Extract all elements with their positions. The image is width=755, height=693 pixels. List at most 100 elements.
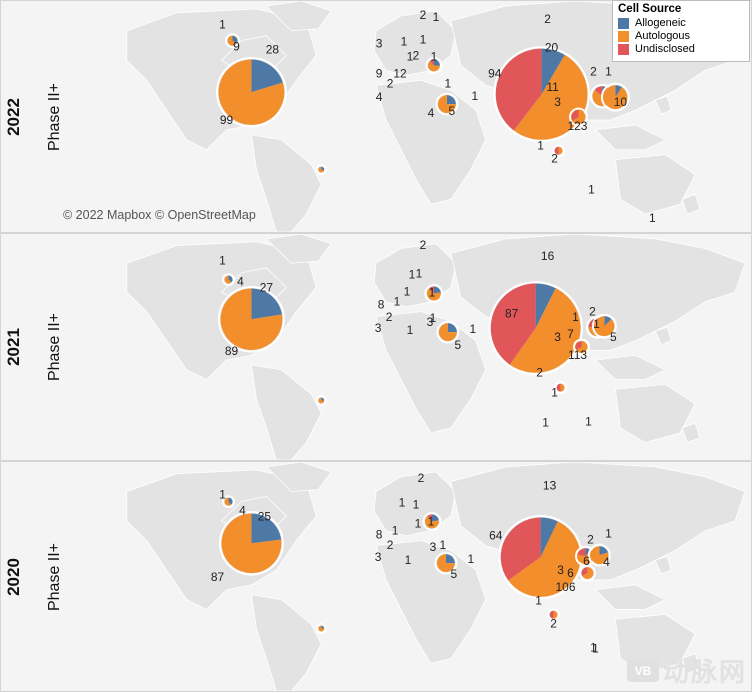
region-pie[interactable] [600, 82, 630, 112]
pie-slice[interactable] [447, 323, 457, 333]
region-pie[interactable] [219, 511, 284, 576]
region-pie[interactable] [425, 57, 443, 74]
pie-slice[interactable] [424, 516, 439, 529]
count-label: 1 [219, 488, 226, 502]
pie-slice[interactable] [582, 567, 594, 579]
region-pie[interactable] [435, 92, 459, 116]
pie-slice[interactable] [318, 166, 324, 173]
region-pie[interactable] [222, 273, 235, 287]
pie-slice[interactable] [572, 110, 586, 124]
pie-slice[interactable] [228, 497, 233, 505]
pie-slice[interactable] [224, 275, 232, 284]
pie-slice[interactable] [228, 275, 233, 283]
count-label: 2 [418, 471, 425, 485]
region-pie[interactable] [315, 395, 327, 406]
pie-slice[interactable] [603, 85, 628, 110]
region-pie[interactable] [434, 551, 458, 575]
count-label: 1 [535, 594, 542, 608]
pie-slice[interactable] [426, 288, 441, 301]
pie-slice[interactable] [556, 383, 561, 392]
pie-slice[interactable] [590, 546, 609, 565]
pie-slice[interactable] [541, 48, 565, 95]
pie-slice[interactable] [227, 35, 237, 46]
region-pie[interactable] [498, 515, 583, 600]
pie-slice[interactable] [437, 95, 456, 114]
pie-slice[interactable] [500, 517, 541, 581]
region-pie[interactable] [493, 46, 590, 143]
pie-slice[interactable] [509, 288, 581, 373]
count-label: 1 [605, 64, 612, 78]
pie-slice[interactable] [427, 61, 440, 72]
pie-slice[interactable] [429, 286, 434, 294]
pie-slice[interactable] [513, 54, 588, 140]
region-pie[interactable] [569, 107, 588, 127]
pie-slice[interactable] [599, 546, 608, 556]
world-map[interactable]: 1 4 25 87 2 1 1 1 8 1 2 1 3 1 3 1 5 1 13 64 3 6 106 2 1 6 4 1 2 1 1 [57, 462, 751, 691]
region-pie[interactable] [591, 313, 617, 339]
pie-slice[interactable] [549, 610, 554, 619]
count-label: 28 [266, 43, 280, 57]
pie-slice[interactable] [251, 513, 282, 544]
pie-slice[interactable] [218, 59, 285, 125]
pie-slice[interactable] [220, 288, 283, 350]
landmass [265, 234, 332, 264]
pie-slice[interactable] [446, 95, 456, 105]
pie-slice[interactable] [540, 517, 558, 558]
pie-slice[interactable] [321, 397, 325, 401]
pie-slice[interactable] [571, 110, 579, 121]
pie-slice[interactable] [604, 316, 612, 327]
watermark-text: 动脉网 [662, 657, 747, 687]
count-label: 99 [220, 113, 234, 127]
pie-slice[interactable] [429, 59, 434, 66]
pie-slice[interactable] [554, 146, 559, 155]
world-map[interactable]: 1 4 27 89 2 1 1 1 8 1 2 1 3 1 3 1 5 1 16 87 3 2 1 7 5 113 1 2 1 1 1 [57, 234, 751, 460]
pie-slice[interactable] [495, 48, 542, 131]
region-pie[interactable] [315, 164, 327, 175]
count-label: 123 [568, 119, 588, 133]
pie-slice[interactable] [431, 514, 439, 522]
pie-slice[interactable] [427, 514, 432, 522]
region-pie[interactable] [222, 495, 235, 509]
region-pie[interactable] [554, 381, 568, 395]
pie-slice[interactable] [558, 146, 563, 155]
count-label: 1 [431, 50, 438, 64]
region-pie[interactable] [216, 57, 287, 128]
pie-slice[interactable] [321, 625, 325, 629]
pie-slice[interactable] [594, 316, 615, 337]
pie-slice[interactable] [436, 554, 455, 573]
pie-slice[interactable] [594, 86, 603, 97]
region-pie[interactable] [552, 144, 566, 158]
pie-slice[interactable] [577, 548, 586, 557]
region-pie[interactable] [218, 286, 285, 353]
region-pie[interactable] [547, 608, 561, 622]
region-pie[interactable] [436, 320, 460, 344]
pie-slice[interactable] [433, 286, 441, 294]
pie-slice[interactable] [553, 610, 558, 619]
pie-slice[interactable] [490, 283, 536, 365]
pie-slice[interactable] [251, 59, 283, 93]
map-attribution[interactable]: © 2022 Mapbox © OpenStreetMap [63, 208, 256, 222]
pie-slice[interactable] [560, 383, 565, 392]
pie-slice[interactable] [535, 283, 556, 329]
region-pie[interactable] [488, 281, 583, 376]
pie-slice[interactable] [508, 521, 581, 597]
region-pie[interactable] [578, 564, 596, 582]
pie-slice[interactable] [575, 341, 582, 350]
region-pie[interactable] [587, 543, 611, 567]
pie-slice[interactable] [232, 35, 238, 44]
pie-slice[interactable] [576, 341, 588, 353]
pie-slice[interactable] [438, 323, 457, 342]
region-pie[interactable] [422, 512, 442, 531]
region-pie[interactable] [573, 338, 590, 356]
pie-slice[interactable] [224, 497, 231, 506]
count-label: 1 [219, 254, 226, 268]
pie-slice[interactable] [445, 554, 455, 564]
pie-slice[interactable] [615, 85, 622, 98]
region-pie[interactable] [315, 623, 327, 634]
region-pie[interactable] [424, 284, 444, 303]
pie-slice[interactable] [433, 59, 440, 66]
region-pie[interactable] [225, 33, 240, 49]
pie-slice[interactable] [251, 288, 282, 320]
pie-slice[interactable] [321, 166, 325, 172]
pie-slice[interactable] [581, 567, 588, 577]
